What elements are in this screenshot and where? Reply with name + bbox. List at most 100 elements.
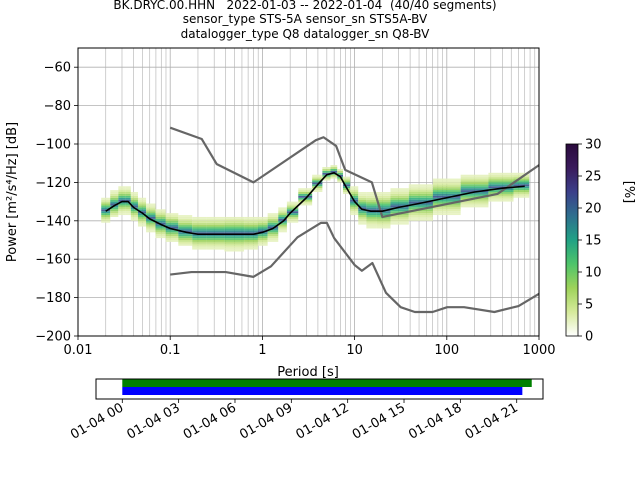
density-cell (366, 199, 377, 202)
density-cell (432, 190, 461, 192)
density-cell (224, 249, 245, 252)
density-cell (137, 218, 147, 221)
density-cell (488, 199, 514, 202)
density-cell (278, 215, 287, 217)
density-cell (267, 230, 279, 233)
density-cell (206, 220, 225, 223)
density-cell (278, 222, 287, 225)
density-cell (178, 232, 193, 235)
density-cell (390, 190, 409, 192)
density-cell (244, 241, 258, 244)
density-cell (146, 203, 156, 206)
density-cell (146, 228, 156, 231)
density-cell (390, 216, 409, 219)
density-cell (298, 188, 313, 191)
density-cell (118, 192, 126, 194)
density-cell (358, 205, 367, 208)
density-cell (432, 188, 461, 191)
density-cell (244, 216, 258, 219)
density-cell (432, 193, 461, 196)
density-cell (366, 207, 377, 210)
mean-psd-curve (105, 172, 525, 236)
density-cell (376, 207, 391, 210)
density-cell (358, 209, 367, 212)
density-cell (130, 218, 138, 221)
density-cell (358, 220, 367, 223)
density-cell (178, 215, 193, 217)
density-cell (513, 195, 530, 198)
density-cell (390, 192, 409, 194)
density-cell (110, 190, 119, 192)
density-cell (146, 205, 156, 208)
density-cell (460, 190, 489, 192)
density-cell (192, 226, 207, 229)
density-cell (155, 220, 166, 223)
density-cell (101, 201, 111, 204)
density-cell (312, 188, 323, 191)
density-cell (165, 232, 179, 235)
density-cell (192, 218, 207, 221)
colorbar (565, 143, 579, 337)
density-cell (125, 193, 131, 196)
density-cell (376, 213, 391, 216)
colorbar-tick-label: 10 (585, 266, 602, 281)
density-cell (155, 209, 166, 212)
density-cell (125, 197, 131, 200)
density-cell (513, 174, 530, 177)
density-cell (146, 224, 156, 227)
density-cell (376, 226, 391, 229)
density-cell (125, 192, 131, 194)
density-cell (366, 215, 377, 217)
density-cell (358, 211, 367, 214)
density-cell (312, 190, 323, 192)
density-cell (257, 228, 268, 231)
density-cell (376, 205, 391, 208)
density-cell (408, 205, 433, 208)
density-cell (267, 238, 279, 240)
density-cell (192, 224, 207, 227)
density-cell (257, 224, 268, 227)
density-cell (488, 172, 514, 175)
density-cell (350, 192, 359, 194)
y-tick-label: −200 (35, 330, 71, 345)
density-cell (118, 209, 126, 212)
density-cell (312, 178, 323, 181)
density-cell (165, 222, 179, 225)
y-tick-label: −60 (44, 61, 71, 76)
density-cell (286, 220, 299, 223)
density-cell (178, 222, 193, 225)
y-tick-label: −120 (35, 176, 71, 191)
timeline-tick-label: 01-04 18 (406, 400, 464, 442)
density-cell (110, 215, 119, 217)
density-cell (155, 234, 166, 237)
density-cell (358, 216, 367, 219)
density-cell (110, 211, 119, 214)
density-cell (366, 195, 377, 198)
density-cell (408, 211, 433, 214)
density-cell (178, 240, 193, 242)
density-cell (390, 199, 409, 202)
density-cell (206, 226, 225, 229)
y-tick-label: −160 (35, 253, 71, 268)
density-cell (358, 195, 367, 198)
density-cell (432, 207, 461, 210)
density-cell (130, 203, 138, 206)
density-cell (137, 197, 147, 200)
density-cell (267, 218, 279, 221)
density-cell (206, 243, 225, 246)
density-cell (178, 241, 193, 244)
density-cell (342, 190, 351, 192)
density-cell (358, 215, 367, 217)
density-cell (224, 216, 245, 219)
density-cell (286, 205, 299, 208)
density-cell (408, 184, 433, 187)
density-cell (488, 186, 514, 189)
density-cell (155, 230, 166, 233)
density-cell (408, 197, 433, 200)
timeline-tick-label: 01-04 21 (463, 400, 521, 442)
density-cell (298, 199, 313, 202)
density-cell (125, 195, 131, 198)
density-cell (155, 216, 166, 219)
density-cell (206, 234, 225, 237)
density-cell (460, 195, 489, 198)
